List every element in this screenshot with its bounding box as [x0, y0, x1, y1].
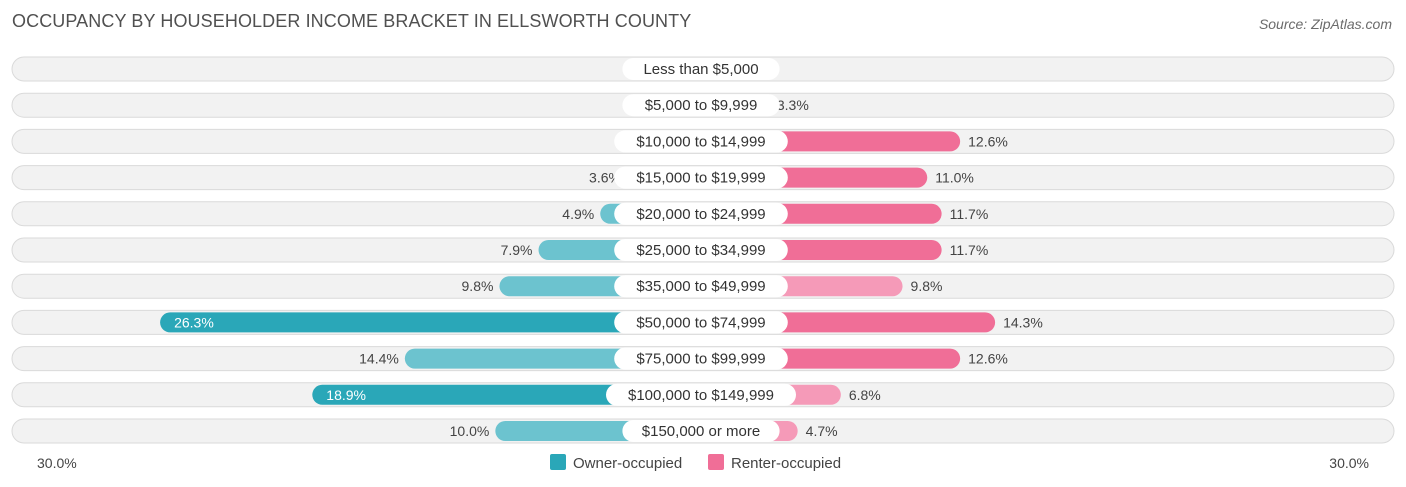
value-label-renter: 4.7%: [806, 423, 838, 439]
category-label: $20,000 to $24,999: [636, 206, 765, 223]
category-pill: [614, 130, 788, 153]
category-label: $15,000 to $19,999: [636, 170, 765, 187]
category-label: Less than $5,000: [643, 61, 758, 78]
value-label-renter: 11.7%: [950, 242, 989, 258]
value-label-owner: 3.6%: [589, 170, 621, 186]
value-label-renter: 3.3%: [777, 97, 809, 113]
category-label: $150,000 or more: [642, 423, 760, 440]
legend-swatch-renter: [708, 454, 724, 470]
bar-owner-occupied: [312, 384, 701, 405]
category-label: $50,000 to $74,999: [636, 314, 765, 331]
category-label: $100,000 to $149,999: [628, 387, 774, 404]
chart-row: 9.8% 9.8% $35,000 to $49,999: [11, 273, 1395, 299]
chart-row: 26.3% 14.3% $50,000 to $74,999: [11, 309, 1395, 335]
category-pill: [622, 58, 780, 80]
chart-row: 4.9% 11.7% $20,000 to $24,999: [11, 201, 1395, 227]
legend: Owner-occupied Renter-occupied: [550, 454, 841, 472]
chart-row: 1.8%1.6%Less than $5,000: [11, 56, 1395, 82]
bar-owner-occupied: [160, 312, 701, 333]
category-label: $25,000 to $34,999: [636, 242, 765, 259]
chart-rows: 1.8%1.6%Less than $5,0000.53%3.3%$5,000 …: [11, 56, 1395, 444]
category-label: $35,000 to $49,999: [636, 278, 765, 295]
axis-right-label: 30.0%: [1329, 455, 1369, 471]
chart-row: 1.9%12.6%$10,000 to $14,999: [11, 128, 1395, 154]
value-label-renter: 12.6%: [968, 351, 1008, 367]
category-pill: [614, 275, 788, 298]
chart-title: OCCUPANCY BY HOUSEHOLDER INCOME BRACKET …: [12, 11, 692, 31]
category-label: $10,000 to $14,999: [636, 133, 765, 150]
value-label-renter: 11.7%: [950, 206, 989, 222]
chart-source: Source: ZipAtlas.com: [1258, 16, 1392, 32]
value-label-renter: 12.6%: [968, 133, 1008, 149]
value-label-owner: 10.0%: [450, 423, 490, 439]
axis-left-label: 30.0%: [37, 455, 77, 471]
value-label-owner: 9.8%: [462, 278, 494, 294]
value-label-renter: 6.8%: [849, 387, 881, 403]
value-label-owner: 7.9%: [501, 242, 533, 258]
legend-swatch-owner: [550, 454, 566, 470]
category-pill: [614, 239, 788, 261]
value-label-renter: 14.3%: [1003, 314, 1043, 330]
chart-row: 10.0% 4.7% $150,000 or more: [11, 418, 1395, 444]
chart-row: 14.4% 12.6% $75,000 to $99,999: [11, 346, 1395, 372]
chart-row: 7.9% 11.7% $25,000 to $34,999: [11, 237, 1395, 263]
category-pill: [622, 94, 780, 117]
legend-label-owner: Owner-occupied: [573, 455, 682, 472]
category-label: $75,000 to $99,999: [636, 351, 765, 368]
category-pill: [606, 383, 796, 406]
category-pill: [614, 202, 788, 225]
category-label: $5,000 to $9,999: [645, 97, 758, 114]
value-label-renter: 11.0%: [935, 170, 974, 186]
category-pill: [614, 166, 788, 189]
value-label-renter: 9.8%: [911, 278, 943, 294]
chart-row: 0.53%3.3%$5,000 to $9,999: [11, 92, 1395, 118]
value-label-owner: 18.9%: [326, 387, 366, 403]
legend-label-renter: Renter-occupied: [731, 455, 841, 472]
category-pill: [622, 420, 780, 442]
value-label-owner: 4.9%: [562, 206, 594, 222]
value-label-owner: 26.3%: [174, 314, 214, 330]
chart-row: 3.6% 11.0% $15,000 to $19,999: [11, 165, 1395, 191]
category-pill: [614, 347, 788, 370]
value-label-owner: 14.4%: [359, 351, 399, 367]
chart-row: 18.9% 6.8% $100,000 to $149,999: [11, 382, 1395, 408]
category-pill: [614, 311, 788, 334]
